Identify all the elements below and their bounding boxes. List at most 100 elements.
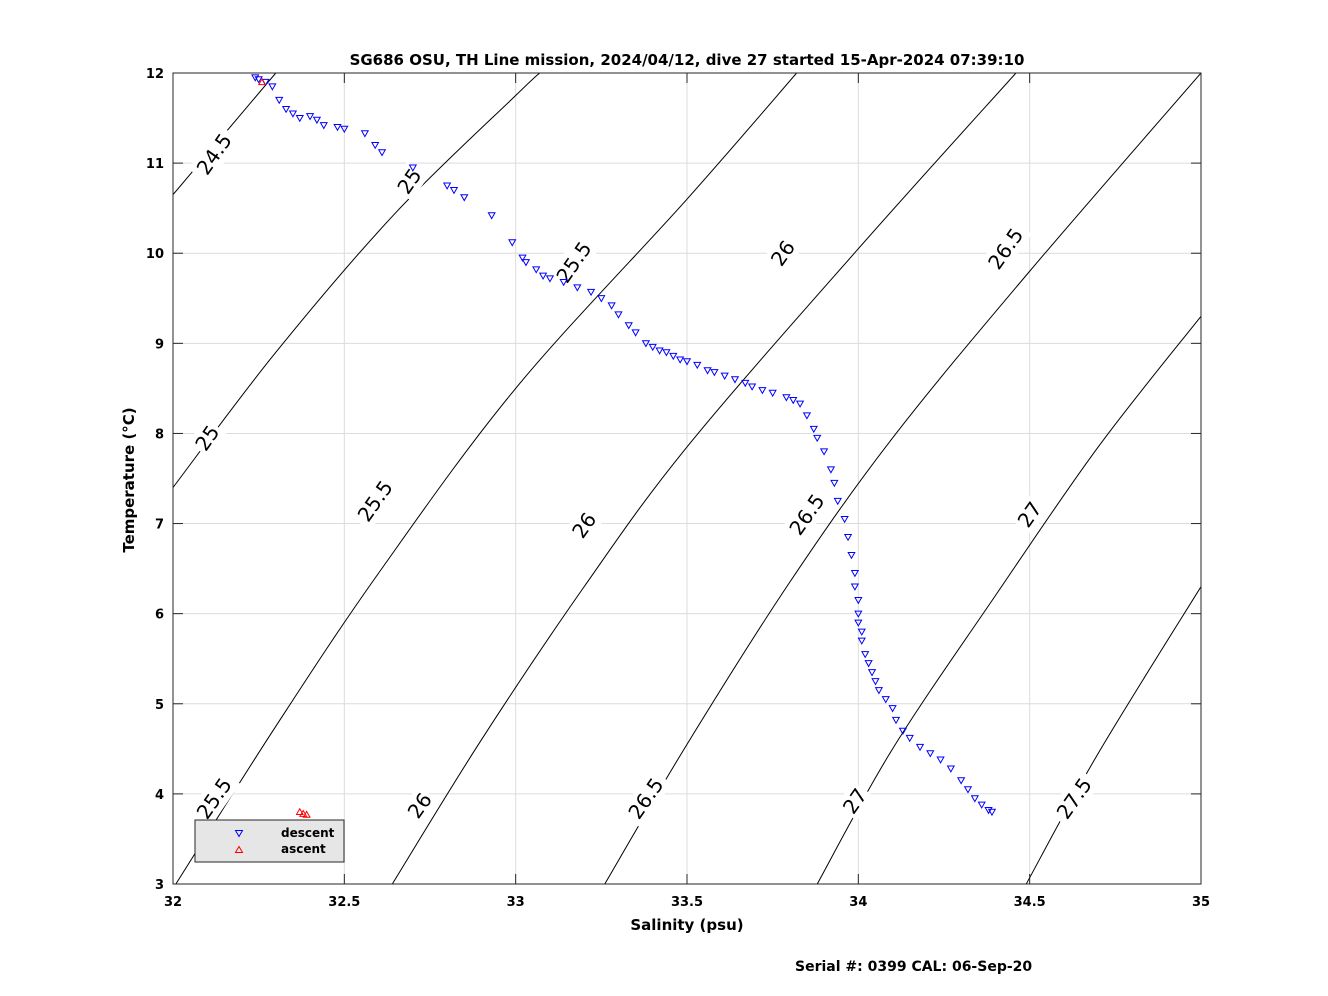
descent-point xyxy=(275,96,284,105)
contour-label-backing xyxy=(187,124,241,184)
descent-point xyxy=(946,765,956,773)
contour-label-backing xyxy=(188,418,227,458)
contour-label-backing xyxy=(349,471,402,531)
descent-point xyxy=(449,187,459,195)
ascent-point xyxy=(299,809,308,817)
density-contour-line xyxy=(604,73,1201,884)
x-tick-label: 34 xyxy=(849,895,867,910)
density-contour-line xyxy=(1025,586,1201,884)
descent-point xyxy=(333,123,342,132)
descent-point xyxy=(655,347,664,355)
descent-point xyxy=(833,497,842,506)
descent-point xyxy=(861,651,870,659)
density-contour-line xyxy=(175,73,798,884)
x-tick-label: 34.5 xyxy=(1014,895,1046,910)
descent-point xyxy=(795,400,805,408)
descent-point xyxy=(521,259,531,267)
descent-point xyxy=(586,288,596,297)
descent-point xyxy=(377,149,387,157)
descent-point xyxy=(251,74,260,82)
contour-label-backing xyxy=(187,768,241,828)
y-tick-label: 11 xyxy=(146,157,164,172)
y-axis-label: Temperature (°C) xyxy=(120,407,138,552)
contour-label-backing xyxy=(390,161,429,201)
descent-point xyxy=(703,367,712,375)
descent-point xyxy=(268,83,277,91)
x-axis-label: Salinity (psu) xyxy=(630,916,743,934)
descent-point xyxy=(624,322,633,330)
descent-point xyxy=(758,387,767,395)
chart-title: SG686 OSU, TH Line mission, 2024/04/12, … xyxy=(350,51,1025,69)
descent-point xyxy=(977,801,986,809)
descent-point xyxy=(813,434,822,443)
descent-point xyxy=(747,383,757,391)
descent-point xyxy=(830,479,839,488)
contour-label-backing xyxy=(400,785,439,826)
descent-point xyxy=(843,533,853,542)
descent-point xyxy=(631,329,640,337)
descent-point xyxy=(926,750,935,758)
descent-point xyxy=(826,466,836,474)
descent-point xyxy=(782,394,791,402)
descent-point xyxy=(789,397,798,405)
y-tick-label: 12 xyxy=(146,67,164,82)
descent-point xyxy=(538,272,548,280)
serial-cal-footer: Serial #: 0399 CAL: 06-Sep-20 xyxy=(795,959,1032,975)
legend: descent ascent xyxy=(194,819,345,863)
y-tick-label: 10 xyxy=(146,247,164,262)
y-tick-label: 9 xyxy=(155,337,164,352)
descent-point xyxy=(545,275,555,283)
descent-point xyxy=(898,727,908,736)
y-tick-label: 8 xyxy=(155,427,164,442)
descent-point xyxy=(295,114,304,123)
descent-point xyxy=(281,105,291,114)
contour-label-backing xyxy=(1048,768,1101,828)
descent-point xyxy=(741,379,750,388)
descent-point xyxy=(730,376,740,384)
contour-label-backing xyxy=(979,219,1032,279)
descent-point xyxy=(408,164,418,172)
descent-point xyxy=(840,515,849,524)
descent-point xyxy=(597,295,606,303)
descent-point xyxy=(956,777,966,785)
contour-label-backing xyxy=(780,484,834,545)
descent-point xyxy=(532,266,541,274)
descent-point xyxy=(442,182,452,190)
descent-point xyxy=(710,369,719,377)
y-tick-label: 5 xyxy=(155,698,164,713)
descent-point xyxy=(371,141,380,150)
descent-point xyxy=(888,705,897,713)
descent-point xyxy=(881,696,890,704)
descent-point xyxy=(867,669,877,677)
descent-point xyxy=(288,110,298,118)
contour-label-backing xyxy=(1010,494,1049,535)
descent-point xyxy=(936,756,945,764)
contour-label-backing xyxy=(619,768,673,828)
y-tick-label: 4 xyxy=(155,788,164,803)
descent-point xyxy=(802,412,812,420)
descent-point xyxy=(970,795,979,803)
descent-point xyxy=(857,628,866,636)
descent-point xyxy=(641,340,651,348)
descent-point xyxy=(559,278,568,287)
legend-ascent-marker xyxy=(234,845,244,853)
contour-label-backing xyxy=(763,233,803,273)
descent-point xyxy=(614,311,623,319)
descent-point xyxy=(987,808,997,817)
data-series xyxy=(251,74,997,818)
descent-point xyxy=(850,583,860,591)
descent-point xyxy=(768,389,777,398)
density-contour-line xyxy=(173,73,540,488)
descent-point xyxy=(360,130,370,138)
descent-point xyxy=(312,116,322,125)
x-tick-label: 33 xyxy=(507,895,525,910)
descent-point xyxy=(847,551,856,560)
y-tick-label: 3 xyxy=(155,878,164,893)
x-tick-label: 35 xyxy=(1192,895,1210,910)
descent-point xyxy=(984,807,993,815)
y-tick-label: 6 xyxy=(155,608,164,623)
descent-point xyxy=(871,678,880,686)
descent-point xyxy=(854,597,863,605)
descent-point xyxy=(854,619,863,627)
